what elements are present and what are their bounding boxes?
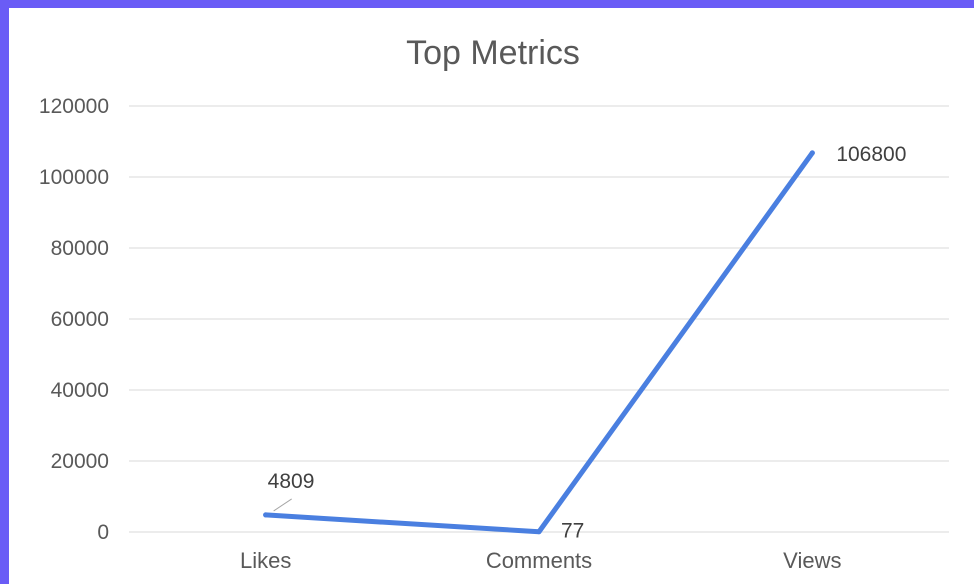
x-category-label: Comments xyxy=(486,548,592,573)
data-point xyxy=(809,150,815,156)
data-labels: 4809 77 106800 xyxy=(268,143,907,543)
series-line xyxy=(263,150,815,535)
y-tick-label: 100000 xyxy=(39,166,109,189)
data-point xyxy=(536,529,542,535)
y-tick-label: 40000 xyxy=(51,379,109,402)
series-layer xyxy=(263,150,815,535)
data-point xyxy=(263,512,269,518)
chart-frame: Top Metrics 0 20000 40000 60000 80000 100000 1… xyxy=(9,8,974,584)
x-category-label: Views xyxy=(783,548,841,573)
data-label: 4809 xyxy=(268,470,315,493)
data-label: 77 xyxy=(561,520,584,543)
chart-title: Top Metrics xyxy=(406,34,580,72)
line-chart: Top Metrics 0 20000 40000 60000 80000 100000 1… xyxy=(39,34,949,573)
label-leader-line xyxy=(273,498,292,512)
y-tick-label: 120000 xyxy=(39,95,109,118)
x-axis-categories: Likes Comments Views xyxy=(240,548,841,573)
y-axis-ticks: 0 20000 40000 60000 80000 100000 120000 xyxy=(39,95,109,544)
gridlines xyxy=(129,105,949,533)
y-tick-label: 20000 xyxy=(51,450,109,473)
data-label: 106800 xyxy=(836,143,906,166)
y-tick-label: 60000 xyxy=(51,308,109,331)
y-tick-label: 0 xyxy=(97,521,109,544)
y-tick-label: 80000 xyxy=(51,237,109,260)
x-category-label: Likes xyxy=(240,548,291,573)
